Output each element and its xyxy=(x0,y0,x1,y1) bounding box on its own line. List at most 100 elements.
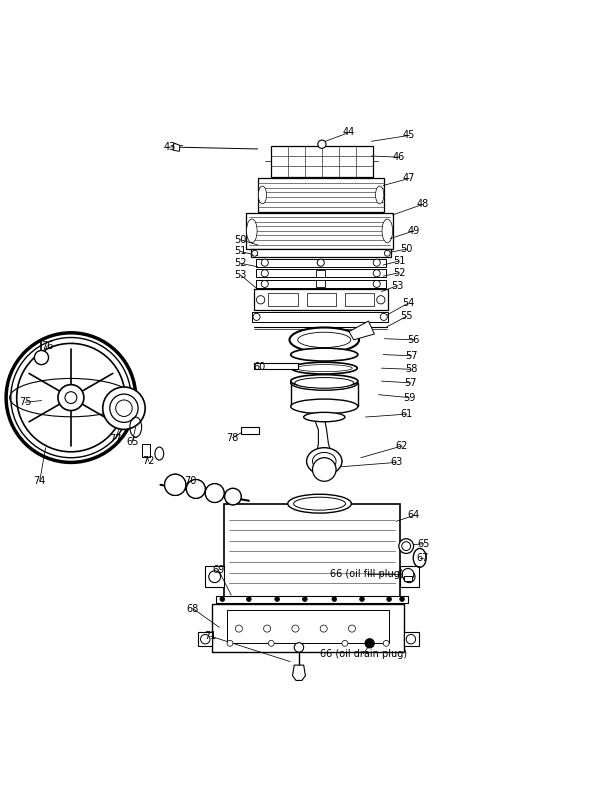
Text: 52: 52 xyxy=(393,268,406,278)
Ellipse shape xyxy=(291,374,358,387)
Text: 49: 49 xyxy=(408,226,420,236)
Ellipse shape xyxy=(291,375,358,391)
Circle shape xyxy=(261,270,268,277)
Text: 65: 65 xyxy=(417,539,429,549)
Circle shape xyxy=(11,337,131,458)
Ellipse shape xyxy=(291,348,358,361)
Ellipse shape xyxy=(402,541,411,550)
Circle shape xyxy=(400,596,404,601)
Text: 53: 53 xyxy=(391,281,404,291)
Ellipse shape xyxy=(246,219,257,243)
Text: 62: 62 xyxy=(396,441,408,451)
Text: 66 (oil fill plug): 66 (oil fill plug) xyxy=(330,570,404,579)
Text: 61: 61 xyxy=(401,409,413,419)
Circle shape xyxy=(275,596,279,601)
Ellipse shape xyxy=(313,453,336,470)
Ellipse shape xyxy=(399,539,414,554)
Circle shape xyxy=(165,475,186,495)
Circle shape xyxy=(320,625,327,632)
Bar xyxy=(253,363,298,370)
Circle shape xyxy=(209,571,221,583)
Circle shape xyxy=(220,596,225,601)
Bar xyxy=(316,270,326,277)
Circle shape xyxy=(373,280,380,287)
Text: 66 (oil drain plug): 66 (oil drain plug) xyxy=(320,649,407,659)
Polygon shape xyxy=(400,566,419,587)
Polygon shape xyxy=(349,321,374,340)
Bar xyxy=(291,383,359,407)
Polygon shape xyxy=(173,143,180,152)
Ellipse shape xyxy=(291,399,358,414)
Text: 44: 44 xyxy=(343,128,355,137)
Text: 74: 74 xyxy=(34,476,46,487)
Circle shape xyxy=(205,483,224,503)
Circle shape xyxy=(252,250,258,256)
Ellipse shape xyxy=(298,332,351,348)
Circle shape xyxy=(313,458,336,481)
Bar xyxy=(271,146,372,177)
Circle shape xyxy=(225,488,241,505)
Circle shape xyxy=(110,394,138,422)
Bar xyxy=(241,427,259,434)
Circle shape xyxy=(246,596,251,601)
Text: 48: 48 xyxy=(417,199,429,209)
Circle shape xyxy=(186,479,205,499)
Text: 76: 76 xyxy=(41,341,53,351)
Bar xyxy=(246,212,393,249)
Text: 59: 59 xyxy=(403,393,416,403)
Circle shape xyxy=(383,641,389,646)
Circle shape xyxy=(201,634,210,644)
Bar xyxy=(256,280,385,288)
Text: 58: 58 xyxy=(405,364,417,374)
Text: 50: 50 xyxy=(234,235,247,245)
Bar xyxy=(253,289,388,311)
Text: 50: 50 xyxy=(401,245,413,254)
Bar xyxy=(256,270,385,278)
Circle shape xyxy=(263,625,271,632)
Circle shape xyxy=(225,488,241,505)
Bar xyxy=(404,575,412,582)
Circle shape xyxy=(6,332,136,462)
Text: 51: 51 xyxy=(393,256,406,266)
Circle shape xyxy=(253,313,260,320)
Bar xyxy=(217,596,408,603)
Circle shape xyxy=(268,641,274,646)
Circle shape xyxy=(384,250,390,256)
Text: 65: 65 xyxy=(126,437,139,447)
Polygon shape xyxy=(141,444,150,457)
Text: 47: 47 xyxy=(403,174,416,183)
Ellipse shape xyxy=(294,497,346,510)
Circle shape xyxy=(365,638,374,648)
Circle shape xyxy=(165,475,186,495)
Circle shape xyxy=(377,295,385,304)
Circle shape xyxy=(294,642,304,652)
Text: 67: 67 xyxy=(417,553,429,562)
Circle shape xyxy=(303,596,307,601)
Polygon shape xyxy=(198,632,213,646)
Text: 77: 77 xyxy=(110,434,122,444)
Circle shape xyxy=(205,483,224,503)
Text: 55: 55 xyxy=(401,312,413,321)
Circle shape xyxy=(186,479,205,499)
Polygon shape xyxy=(404,632,419,646)
Bar xyxy=(224,504,400,598)
Ellipse shape xyxy=(307,448,342,475)
Circle shape xyxy=(317,259,324,266)
Text: 72: 72 xyxy=(143,456,155,466)
Text: 57: 57 xyxy=(405,378,417,388)
Ellipse shape xyxy=(291,362,358,374)
Circle shape xyxy=(342,641,348,646)
Circle shape xyxy=(373,270,380,277)
Circle shape xyxy=(292,625,299,632)
Text: 68: 68 xyxy=(186,604,199,613)
Circle shape xyxy=(402,568,414,580)
Bar xyxy=(345,293,374,307)
Circle shape xyxy=(115,400,132,416)
Circle shape xyxy=(330,466,336,471)
Text: 57: 57 xyxy=(406,351,418,361)
Ellipse shape xyxy=(295,378,354,388)
Bar xyxy=(213,604,404,652)
Bar xyxy=(307,293,336,307)
Circle shape xyxy=(373,259,380,266)
Polygon shape xyxy=(205,566,224,587)
